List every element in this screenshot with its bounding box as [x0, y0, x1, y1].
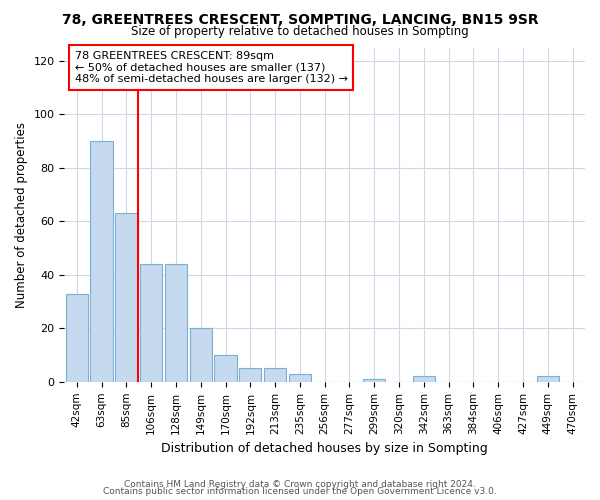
- Bar: [289, 374, 311, 382]
- Bar: [140, 264, 163, 382]
- Bar: [413, 376, 435, 382]
- Bar: [264, 368, 286, 382]
- Bar: [65, 294, 88, 382]
- Y-axis label: Number of detached properties: Number of detached properties: [15, 122, 28, 308]
- Bar: [214, 355, 236, 382]
- Text: Contains HM Land Registry data © Crown copyright and database right 2024.: Contains HM Land Registry data © Crown c…: [124, 480, 476, 489]
- Text: 78 GREENTREES CRESCENT: 89sqm
← 50% of detached houses are smaller (137)
48% of : 78 GREENTREES CRESCENT: 89sqm ← 50% of d…: [75, 51, 348, 84]
- Bar: [239, 368, 262, 382]
- Text: Size of property relative to detached houses in Sompting: Size of property relative to detached ho…: [131, 25, 469, 38]
- Bar: [91, 141, 113, 382]
- Bar: [536, 376, 559, 382]
- Bar: [363, 379, 385, 382]
- Bar: [115, 214, 137, 382]
- X-axis label: Distribution of detached houses by size in Sompting: Distribution of detached houses by size …: [161, 442, 488, 455]
- Bar: [165, 264, 187, 382]
- Bar: [190, 328, 212, 382]
- Text: Contains public sector information licensed under the Open Government Licence v3: Contains public sector information licen…: [103, 487, 497, 496]
- Text: 78, GREENTREES CRESCENT, SOMPTING, LANCING, BN15 9SR: 78, GREENTREES CRESCENT, SOMPTING, LANCI…: [62, 12, 538, 26]
